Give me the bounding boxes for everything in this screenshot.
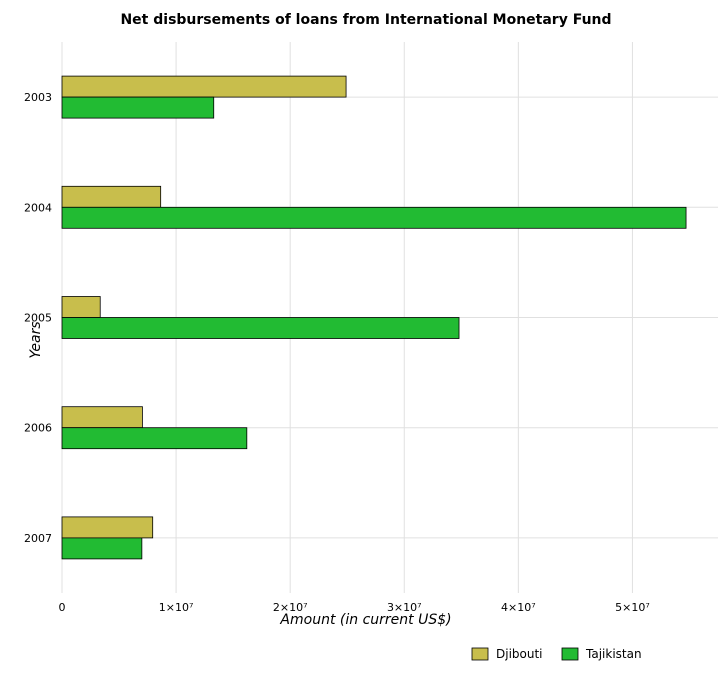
x-tick-label: 5×10⁷ (615, 601, 650, 614)
y-tick-label: 2003 (24, 91, 52, 104)
y-tick-label: 2006 (24, 422, 52, 435)
x-tick-label: 1×10⁷ (159, 601, 194, 614)
bar-tajikistan-2005 (61, 317, 460, 339)
legend-label-tajikistan: Tajikistan (585, 647, 642, 661)
legend-swatch-tajikistan (561, 647, 579, 661)
bar-djibouti-2007 (61, 516, 154, 539)
y-tick-label: 2005 (24, 312, 52, 325)
y-tick-label: 2004 (24, 201, 52, 214)
bar-djibouti-2004 (61, 185, 162, 208)
bar-tajikistan-2007 (61, 537, 143, 560)
bar-djibouti-2006 (61, 406, 143, 429)
x-axis-label: Amount (in current US$) (279, 612, 451, 628)
legend-label-djibouti: Djibouti (496, 647, 543, 661)
ticks-layer: 0 1×10⁷ 2×10⁷ 3×10⁷ 4×10⁷ 5×10⁷ 2003 2004 2005 20… (24, 91, 650, 614)
y-axis-label: Years (28, 321, 44, 358)
x-tick-label: 0 (59, 601, 66, 614)
legend: Djibouti Tajikistan (471, 647, 642, 661)
bar-djibouti-2003 (61, 75, 347, 98)
x-tick-label: 2×10⁷ (273, 601, 308, 614)
legend-swatch-djibouti (471, 647, 489, 661)
x-tick-label: 4×10⁷ (501, 601, 536, 614)
bar-tajikistan-2004 (61, 206, 687, 229)
y-tick-label: 2007 (24, 532, 52, 545)
bar-djibouti-2005 (61, 296, 101, 318)
bar-tajikistan-2006 (61, 427, 248, 450)
bars-layer (61, 75, 687, 560)
bar-tajikistan-2003 (61, 96, 215, 119)
x-tick-label: 3×10⁷ (387, 601, 422, 614)
chart-title: Net disbursements of loans from Internat… (120, 12, 611, 28)
